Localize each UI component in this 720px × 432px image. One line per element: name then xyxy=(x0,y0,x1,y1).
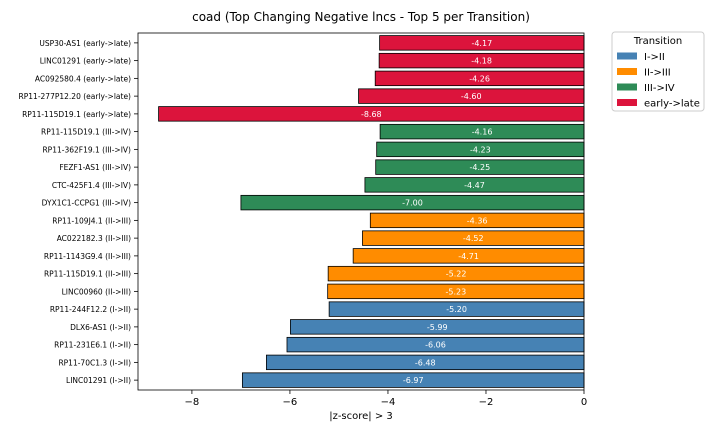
legend-box xyxy=(611,31,705,112)
y-tick-label: LINC00960 (II->III) xyxy=(62,287,131,296)
legend-swatch xyxy=(617,83,637,91)
legend-entry-label: early->late xyxy=(644,99,700,110)
x-axis-label: |z-score| > 3 xyxy=(329,411,393,422)
y-tick-label: AC022182.3 (II->III) xyxy=(57,234,131,243)
bar-value-label: -8.68 xyxy=(361,110,382,119)
y-tick-label: RP11-1143G9.4 (II->III) xyxy=(44,252,131,261)
bar-value-label: -5.20 xyxy=(446,305,467,314)
legend-entry-label: III->IV xyxy=(644,83,675,94)
y-tick-label: RP11-231E6.1 (I->II) xyxy=(54,341,131,350)
bar-value-label: -6.48 xyxy=(415,358,436,367)
bar-value-label: -4.71 xyxy=(458,252,479,261)
plot-frame xyxy=(137,32,585,391)
axes-layer: USP30-AS1 (early->late) LINC01291 (early-… xyxy=(19,32,587,408)
bar-value-label: -6.06 xyxy=(425,341,446,350)
bar-value-label: -4.52 xyxy=(463,234,484,243)
bar-value-label: -4.47 xyxy=(464,181,485,190)
y-tick-label: CTC-425F1.4 (III->IV) xyxy=(52,181,131,190)
bar-value-label: -4.23 xyxy=(470,145,491,154)
bar-value-label: -4.18 xyxy=(471,57,492,66)
bar-value-label: -4.36 xyxy=(467,216,488,225)
y-tick-label: RP11-362F19.1 (III->IV) xyxy=(42,145,131,154)
bar-value-label: -4.26 xyxy=(469,74,490,83)
x-tick-label: −6 xyxy=(283,397,298,408)
y-tick-label: RP11-244F12.2 (I->II) xyxy=(50,305,131,314)
x-tick-label: −2 xyxy=(479,397,494,408)
chart-title: coad (Top Changing Negative lncs - Top 5… xyxy=(192,10,530,24)
y-tick-label: LINC01291 (I->II) xyxy=(66,376,131,385)
x-tick-label: −4 xyxy=(381,397,396,408)
legend-swatch xyxy=(617,68,637,75)
legend-entry-label: II->III xyxy=(644,68,671,79)
legend-title: Transition xyxy=(633,36,682,47)
legend-swatch xyxy=(617,99,637,106)
y-tick-label: RP11-109J4.1 (II->III) xyxy=(52,216,131,225)
bar-value-label: -7.00 xyxy=(402,199,423,208)
y-tick-label: USP30-AS1 (early->late) xyxy=(39,39,131,48)
bar-value-label: -5.23 xyxy=(445,287,466,296)
y-tick-label: RP11-277P12.20 (early->late) xyxy=(19,92,132,101)
bars-layer: -4.17 -4.18 -4.26 -4.60 -8.68 -4.16 -4.23 -4.25… xyxy=(158,35,585,388)
y-tick-label: AC092580.4 (early->late) xyxy=(35,74,131,83)
y-tick-label: FEZF1-AS1 (III->IV) xyxy=(59,163,131,172)
y-tick-label: RP11-115D19.1 (III->IV) xyxy=(41,128,131,137)
bar-value-label: -4.17 xyxy=(471,39,492,48)
bar-value-label: -4.25 xyxy=(469,163,490,172)
y-tick-label: RP11-115D19.1 (early->late) xyxy=(22,110,131,119)
legend: Transition I->II II->III III->IV early->late xyxy=(611,31,705,112)
y-tick-label: DLX6-AS1 (I->II) xyxy=(70,323,131,332)
y-tick-label: RP11-115D19.1 (II->III) xyxy=(44,270,131,279)
y-tick-label: RP11-70C1.3 (I->II) xyxy=(58,358,131,367)
bar-value-label: -5.22 xyxy=(446,270,467,279)
y-tick-label: LINC01291 (early->late) xyxy=(40,57,131,66)
bar-value-label: -4.16 xyxy=(472,128,493,137)
bar-value-label: -6.97 xyxy=(403,376,424,385)
legend-swatch xyxy=(617,52,637,60)
legend-entry-label: I->II xyxy=(644,52,665,63)
y-tick-label: DYX1C1-CCPG1 (III->IV) xyxy=(42,199,131,208)
bar-value-label: -5.99 xyxy=(427,323,448,332)
x-tick-label: 0 xyxy=(581,397,587,408)
x-tick-label: −8 xyxy=(185,397,200,408)
bar-value-label: -4.60 xyxy=(461,92,482,101)
